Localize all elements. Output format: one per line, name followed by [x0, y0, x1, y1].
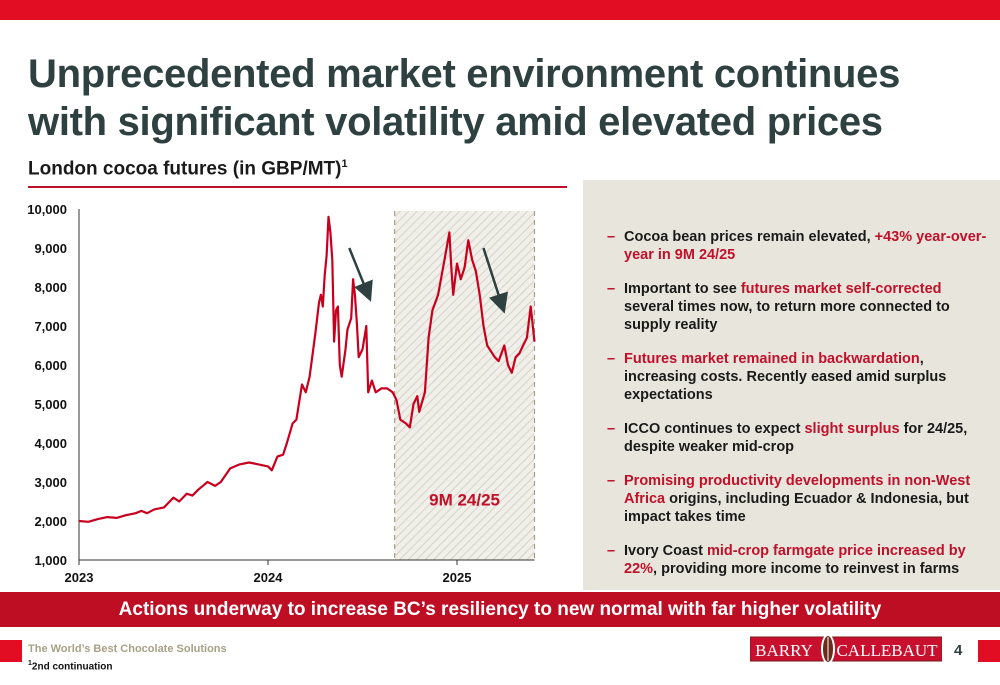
y-tick-label: 4,000	[34, 436, 67, 451]
bullet-dash: –	[607, 351, 616, 367]
bullet-item: – Important to see futures market self-co…	[607, 280, 992, 334]
bullet-text: Ivory Coast	[624, 543, 707, 559]
cocoa-futures-chart: 1,000 2,000 3,000 4,000 5,000 6,000 7,000 8,000…	[27, 202, 536, 585]
bullet-text: , increasing costs. Recently eased amid …	[624, 351, 947, 403]
y-tick-label: 7,000	[34, 319, 67, 334]
y-tick-label: 5,000	[34, 397, 67, 412]
highlighted-text: mid-crop farmgate price increased by 22%	[624, 543, 966, 577]
bullet-text: origins, including Ecuador & Indonesia, …	[624, 491, 969, 525]
footer-left-square	[0, 640, 22, 662]
bullet-dash: –	[607, 421, 616, 437]
bullet-item: – Ivory Coast mid-crop farmgate price inc…	[607, 542, 992, 578]
footnote-number: 1	[28, 660, 32, 667]
price-series-line	[78, 215, 536, 523]
bullet-text: Cocoa bean prices remain elevated,	[624, 229, 875, 245]
y-tick-label: 10,000	[27, 202, 67, 217]
down-arrow-icon	[348, 247, 373, 302]
page-title: Unprecedented market environment continu…	[28, 52, 901, 144]
subtitle-divider	[28, 186, 567, 188]
bullet-dash: –	[607, 543, 616, 559]
page-number: 4	[954, 642, 963, 659]
subtitle-text: London cocoa futures (in GBP/MT)	[28, 158, 342, 180]
y-tick-label: 8,000	[34, 280, 67, 295]
highlighted-text: +43% year-over-year in 9M 24/25	[624, 229, 987, 263]
x-tick-label: 2023	[65, 570, 94, 585]
bullet-item: – ICCO continues to expect slight surplus…	[607, 420, 992, 456]
commentary-bullets: – Cocoa bean prices remain elevated, +43%…	[607, 228, 992, 594]
barry-callebaut-logo: BARRY CALLEBAUT	[750, 634, 942, 664]
bullet-item: – Promising productivity developments in …	[607, 472, 992, 526]
tagline: The World’s Best Chocolate Solutions	[28, 643, 227, 655]
top-brand-bar	[0, 0, 1000, 20]
bullet-text: for 24/25, despite weaker mid-crop	[624, 421, 968, 455]
y-tick-label: 9,000	[34, 241, 67, 256]
highlighted-text: futures market self-corrected	[740, 281, 942, 297]
bullet-dash: –	[607, 473, 616, 489]
footnote: 12nd continuation	[28, 660, 112, 672]
footnote-marker: 1	[341, 158, 348, 170]
x-tick-label: 2024	[254, 570, 284, 585]
chart-subtitle: London cocoa futures (in GBP/MT)1	[28, 158, 348, 180]
bullet-item: – Futures market remained in backwardatio…	[607, 350, 992, 404]
bullet-text: , providing more income to reinvest in f…	[653, 561, 960, 577]
y-tick-label: 6,000	[34, 358, 67, 373]
logo-text-callebaut: CALLEBAUT	[836, 641, 938, 660]
highlighted-text: slight surplus	[804, 421, 900, 437]
y-tick-label: 1,000	[34, 553, 67, 568]
shaded-region-label: 9M 24/25	[429, 490, 500, 509]
commentary-panel	[583, 180, 1000, 590]
down-arrow-icon	[482, 247, 509, 314]
y-tick-label: 3,000	[34, 475, 67, 490]
x-tick-label: 2025	[443, 570, 472, 585]
bullet-text: several times now, to return more connec…	[624, 299, 950, 333]
bullet-dash: –	[607, 281, 616, 297]
key-message-banner: Actions underway to increase BC’s resili…	[0, 592, 1000, 627]
y-tick-label: 2,000	[34, 514, 67, 529]
footer-right-square	[978, 640, 1000, 662]
bullet-text: ICCO continues to expect	[624, 421, 805, 437]
logo-text-barry: BARRY	[755, 641, 813, 660]
bullet-text: Important to see	[624, 281, 741, 297]
highlighted-text: Promising productivity developments in n…	[624, 473, 971, 507]
highlighted-text: Futures market remained in backwardation	[624, 351, 920, 367]
bullet-dash: –	[607, 229, 616, 245]
bullet-item: – Cocoa bean prices remain elevated, +43%…	[607, 228, 992, 264]
footnote-text: 2nd continuation	[31, 661, 113, 673]
